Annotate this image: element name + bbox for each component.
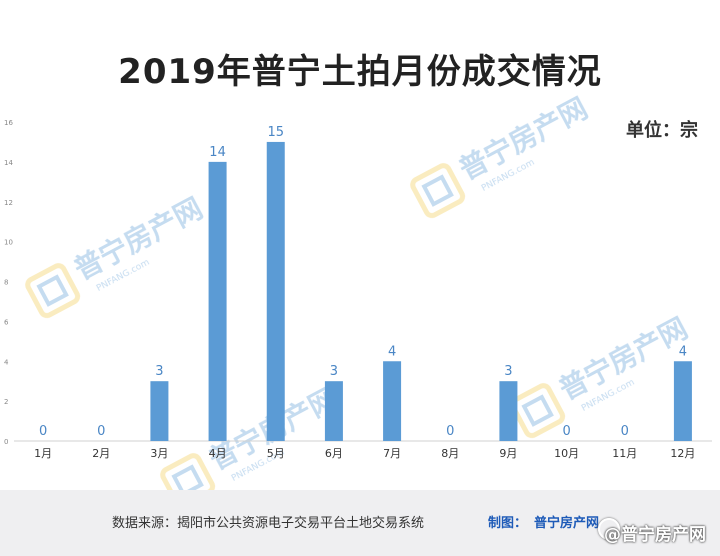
data-label: 14 xyxy=(209,145,226,160)
x-tick-label: 8月 xyxy=(441,447,459,460)
y-tick-label: 12 xyxy=(4,199,13,207)
data-label: 3 xyxy=(155,364,163,379)
y-tick-label: 8 xyxy=(4,279,8,287)
data-source: 数据来源：揭阳市公共资源电子交易平台土地交易系统 xyxy=(112,516,425,531)
bar-12月 xyxy=(673,361,692,441)
x-tick-label: 5月 xyxy=(267,447,285,460)
data-label: 4 xyxy=(388,344,396,359)
x-tick-label: 11月 xyxy=(612,447,637,460)
y-tick-label: 0 xyxy=(4,438,8,446)
x-tick-label: 2月 xyxy=(92,447,110,460)
x-tick-label: 6月 xyxy=(325,447,343,460)
x-tick-label: 12月 xyxy=(670,447,695,460)
data-label: 4 xyxy=(679,344,687,359)
x-tick-label: 9月 xyxy=(499,447,517,460)
bar-4月 xyxy=(208,161,227,441)
x-tick-label: 10月 xyxy=(554,447,579,460)
watermark-logo-icon: 普宁房产网 PNFANG.com 普宁房产网 PNFANG.com 普宁房产网 … xyxy=(25,91,693,490)
y-tick-label: 2 xyxy=(4,398,8,406)
y-tick-label: 14 xyxy=(4,159,13,167)
y-tick-label: 6 xyxy=(4,318,9,326)
credit-label: 制图： xyxy=(488,516,528,531)
y-tick-label: 16 xyxy=(4,119,13,127)
credit-name: 普宁房产网 xyxy=(534,516,600,531)
bar-5月 xyxy=(266,141,285,441)
data-label: 0 xyxy=(562,424,570,439)
bar-7月 xyxy=(383,361,402,441)
data-label: 3 xyxy=(330,364,338,379)
platform-watermark: @普宁房产网 xyxy=(604,525,706,545)
x-tick-label: 3月 xyxy=(150,447,168,460)
unit-label: 单位：宗 xyxy=(626,120,698,141)
footer: 数据来源：揭阳市公共资源电子交易平台土地交易系统 制图： 普宁房产网 @普宁房产… xyxy=(0,490,720,556)
bar-9月 xyxy=(499,381,518,441)
data-label: 0 xyxy=(97,424,105,439)
x-tick-label: 7月 xyxy=(383,447,401,460)
chart-title: 2019年普宁土拍月份成交情况 xyxy=(118,52,602,92)
bar-chart: 普宁房产网 PNFANG.com 普宁房产网 PNFANG.com 普宁房产网 … xyxy=(4,91,712,490)
y-tick-label: 10 xyxy=(4,239,13,247)
data-label: 0 xyxy=(39,424,47,439)
bar-6月 xyxy=(324,381,343,441)
x-tick-label: 4月 xyxy=(209,447,227,460)
data-label: 15 xyxy=(267,125,284,140)
data-label: 3 xyxy=(504,364,512,379)
bar-3月 xyxy=(150,381,169,441)
y-tick-label: 4 xyxy=(4,358,9,366)
x-tick-label: 1月 xyxy=(34,447,52,460)
platform-logo-icon xyxy=(598,518,620,540)
data-label: 0 xyxy=(446,424,454,439)
data-label: 0 xyxy=(621,424,629,439)
